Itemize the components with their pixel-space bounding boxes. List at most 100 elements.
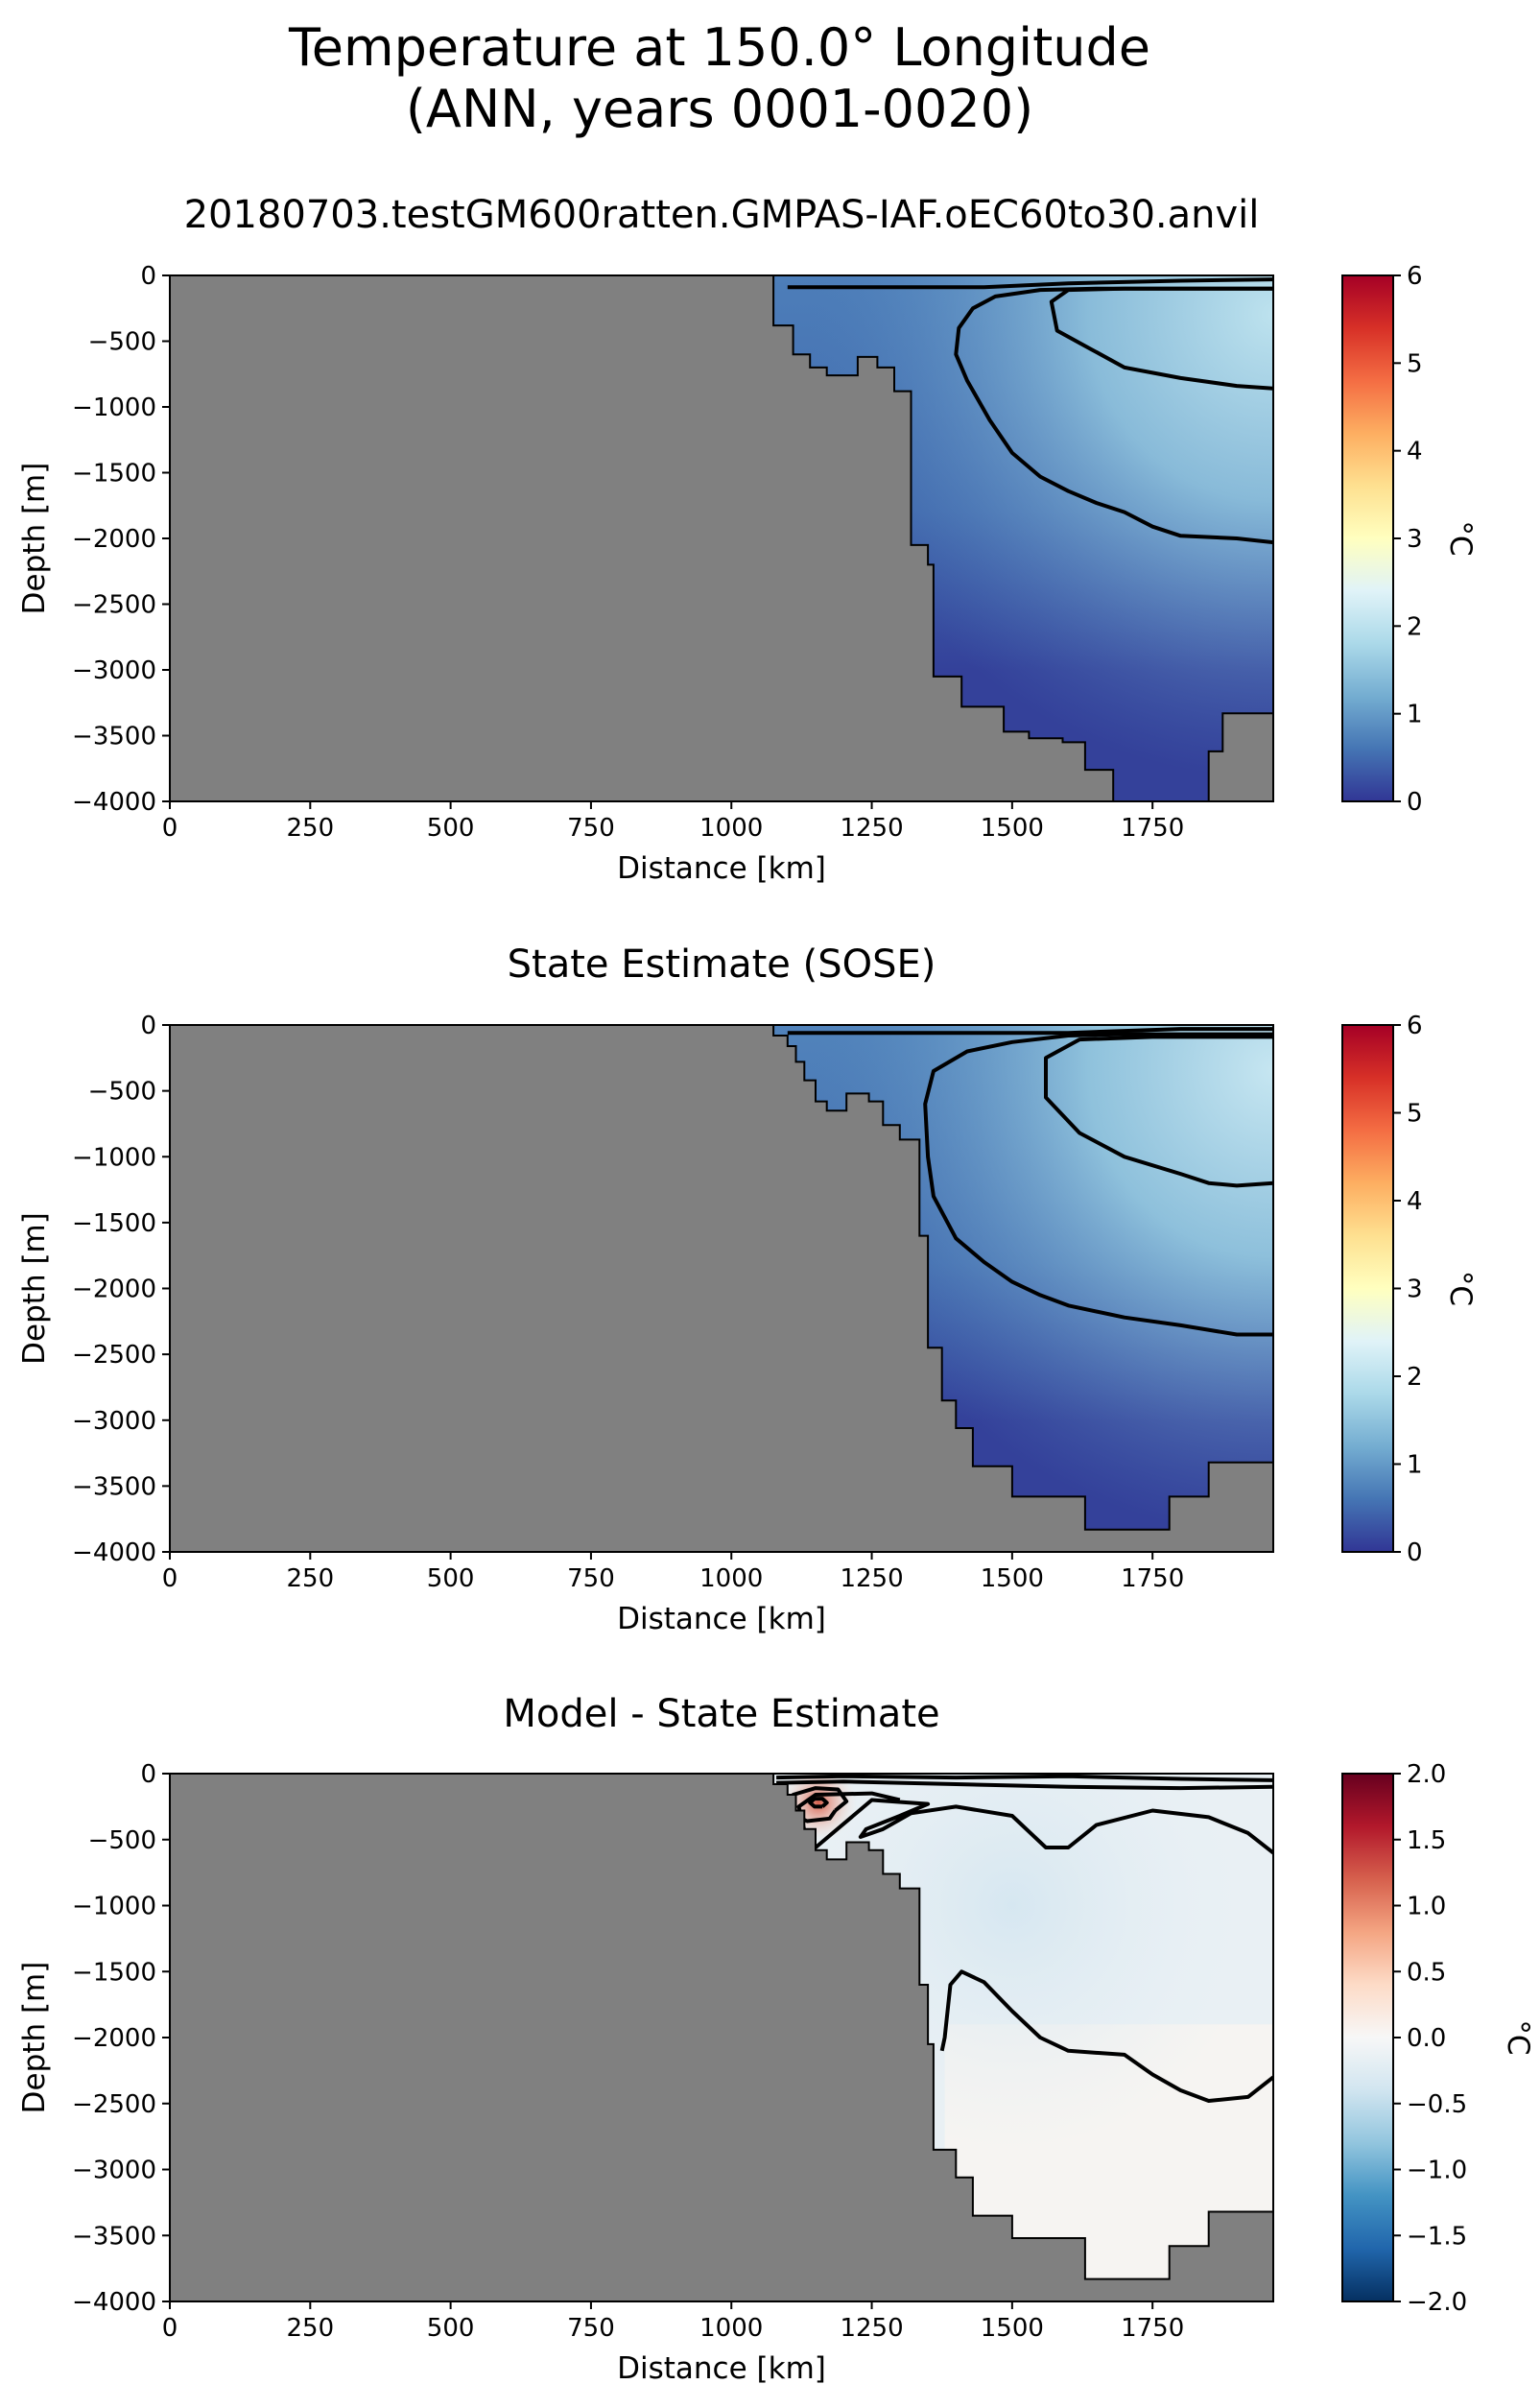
x-tick-label: 500 — [427, 814, 475, 843]
plot-area — [170, 1025, 1273, 1552]
colorbar-tick-label: 3 — [1407, 525, 1423, 554]
colorbar-label: °C — [1501, 2019, 1535, 2055]
colorbar — [1341, 1773, 1394, 2302]
land-mask — [170, 275, 1273, 801]
contour-line-1 — [923, 1032, 1273, 1337]
x-tick-label: 1250 — [840, 814, 903, 843]
colorbar-tick-label: 6 — [1407, 1012, 1423, 1040]
y-tick-label: −3000 — [72, 1407, 156, 1436]
colorbar-label: °C — [1443, 1271, 1478, 1306]
contour-line-2 — [1044, 1035, 1273, 1188]
colorbar-label: °C — [1443, 520, 1478, 556]
y-tick-label: 0 — [140, 1012, 156, 1040]
contour-line-0 — [776, 1774, 1273, 1782]
panel-title: State Estimate (SOSE) — [508, 942, 936, 987]
colorbar-tick-label: 5 — [1407, 1100, 1423, 1129]
y-tick-label: −1500 — [72, 1209, 156, 1238]
colorbar-tick-label: 4 — [1407, 438, 1423, 466]
y-tick-label: −2000 — [72, 525, 156, 554]
panel-1: 20180703.testGM600ratten.GMPAS-IAF.oEC60… — [17, 193, 1478, 886]
x-tick-label: 750 — [567, 2314, 615, 2343]
x-tick-label: 250 — [286, 2314, 334, 2343]
y-tick-label: 0 — [140, 1760, 156, 1789]
colorbar-tick-label: 0.5 — [1407, 1958, 1446, 1987]
y-tick-label: −4000 — [72, 2288, 156, 2317]
y-tick-label: −500 — [88, 328, 156, 357]
y-tick-label: −3500 — [72, 723, 156, 751]
x-axis-label: Distance [km] — [617, 1602, 826, 1636]
y-tick-label: −500 — [88, 1078, 156, 1107]
contour-line-2 — [1049, 286, 1273, 391]
x-tick-label: 1250 — [840, 2314, 903, 2343]
x-tick-label: 0 — [162, 814, 178, 843]
x-tick-label: 500 — [427, 2314, 475, 2343]
y-tick-label: −2000 — [72, 2024, 156, 2053]
y-tick-label: −1000 — [72, 1143, 156, 1172]
y-tick-label: −4000 — [72, 788, 156, 817]
y-tick-label: −3500 — [72, 1472, 156, 1501]
x-axis-label: Distance [km] — [617, 851, 826, 886]
contour-line-1 — [787, 1027, 1273, 1036]
x-tick-label: 1750 — [1121, 1564, 1184, 1593]
contour-line-0 — [939, 1969, 1273, 2103]
contour-line-0 — [776, 1779, 1273, 1791]
plot-area — [170, 1774, 1273, 2301]
figure-title-line-2: (ANN, years 0001-0020) — [405, 79, 1034, 139]
x-tick-label: 0 — [162, 2314, 178, 2343]
y-tick-label: −2500 — [72, 2090, 156, 2119]
land-mask — [170, 1774, 1273, 2301]
contour-line-1 — [787, 277, 1273, 290]
x-tick-label: 250 — [286, 814, 334, 843]
y-tick-label: −3000 — [72, 2157, 156, 2185]
panel-3: Model - State Estimate 0 250 500 750 1000 1250… — [17, 1692, 1535, 2386]
x-tick-label: 1000 — [699, 814, 763, 843]
colorbar-tick-label: 1.5 — [1407, 1826, 1446, 1855]
contour-line-1 — [954, 286, 1273, 545]
x-tick-label: 1250 — [840, 1564, 903, 1593]
x-tick-label: 500 — [427, 1564, 475, 1593]
colorbar-tick-label: −1.5 — [1407, 2222, 1467, 2251]
x-tick-label: 1750 — [1121, 814, 1184, 843]
x-tick-label: 1000 — [699, 2314, 763, 2343]
y-axis-label: Depth [m] — [17, 1212, 52, 1365]
panel-title: 20180703.testGM600ratten.GMPAS-IAF.oEC60… — [184, 193, 1260, 237]
contour-line-1.5 — [808, 1797, 829, 1809]
colorbar-tick-label: 2 — [1407, 612, 1423, 641]
colorbar-tick-label: 5 — [1407, 349, 1423, 378]
panel-title: Model - State Estimate — [503, 1692, 939, 1736]
y-tick-label: −4000 — [72, 1538, 156, 1567]
colorbar-tick-label: 0 — [1407, 788, 1423, 817]
y-tick-label: −1000 — [72, 393, 156, 422]
colorbar-tick-label: −2.0 — [1407, 2288, 1467, 2317]
x-tick-label: 1500 — [981, 1564, 1044, 1593]
x-tick-label: 750 — [567, 1564, 615, 1593]
x-tick-label: 0 — [162, 1564, 178, 1593]
colorbar-tick-label: −1.0 — [1407, 2157, 1467, 2185]
x-tick-label: 1000 — [699, 1564, 763, 1593]
colorbar-tick-label: 2 — [1407, 1363, 1423, 1392]
y-tick-label: −2500 — [72, 591, 156, 620]
colorbar-tick-label: 0.0 — [1407, 2024, 1446, 2053]
panel-2: State Estimate (SOSE)0 250 500 750 1000 1250 1… — [17, 942, 1478, 1636]
colorbar-tick-label: 0 — [1407, 1538, 1423, 1567]
y-tick-label: −1500 — [72, 460, 156, 489]
y-tick-label: −1500 — [72, 1958, 156, 1987]
y-axis-label: Depth [m] — [17, 1962, 52, 2114]
colorbar-tick-label: 3 — [1407, 1276, 1423, 1304]
colorbar-tick-label: 4 — [1407, 1187, 1423, 1216]
y-tick-label: −3000 — [72, 656, 156, 685]
x-tick-label: 750 — [567, 814, 615, 843]
x-tick-label: 1750 — [1121, 2314, 1184, 2343]
colorbar-tick-label: 1 — [1407, 701, 1423, 729]
x-tick-label: 250 — [286, 1564, 334, 1593]
figure-title-line-1: Temperature at 150.0° Longitude — [289, 17, 1150, 78]
colorbar-tick-label: 1 — [1407, 1451, 1423, 1480]
y-axis-label: Depth [m] — [17, 463, 52, 615]
colorbar-tick-label: 6 — [1407, 262, 1423, 291]
x-tick-label: 1500 — [981, 2314, 1044, 2343]
colorbar-tick-label: 2.0 — [1407, 1760, 1446, 1789]
y-tick-label: −500 — [88, 1826, 156, 1855]
land-mask — [170, 1025, 1273, 1552]
x-tick-label: 1500 — [981, 814, 1044, 843]
